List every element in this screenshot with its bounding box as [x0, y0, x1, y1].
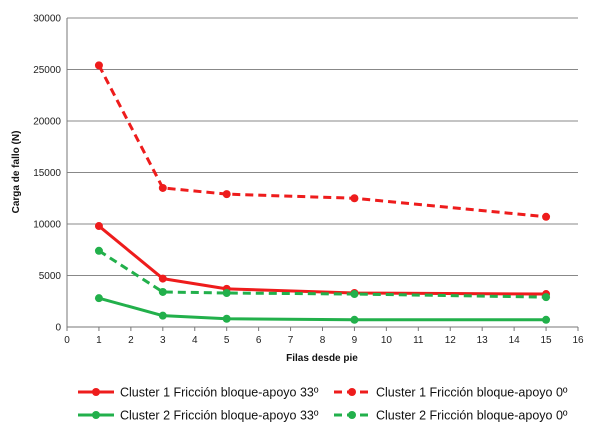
x-tick-label: 8	[320, 335, 326, 346]
x-tick-label: 14	[509, 335, 521, 346]
x-tick-label: 5	[224, 335, 230, 346]
legend-label: Cluster 1 Fricción bloque-apoyo 0º	[376, 386, 568, 400]
data-point	[158, 287, 167, 296]
series-4	[94, 246, 551, 302]
gridlines	[67, 17, 578, 276]
y-tick-label: 10000	[33, 220, 61, 231]
data-point	[158, 311, 167, 320]
legend-label: Cluster 2 Fricción bloque-apoyo 33º	[120, 409, 319, 423]
data-point	[350, 194, 359, 203]
x-tick-label: 12	[445, 335, 457, 346]
series-line	[97, 224, 547, 296]
data-point	[94, 246, 103, 255]
series-line	[98, 249, 547, 299]
x-tick-label: 16	[572, 335, 584, 346]
y-tick-label: 30000	[33, 14, 61, 25]
x-tick-label: 7	[288, 335, 294, 346]
series-3	[94, 294, 551, 324]
axes	[66, 18, 579, 331]
series-2	[94, 61, 551, 221]
legend-entry: Cluster 1 Fricción bloque-apoyo 33º	[78, 386, 319, 400]
legend-entry: Cluster 1 Fricción bloque-apoyo 0º	[334, 386, 568, 400]
data-point	[350, 315, 359, 324]
data-point	[94, 222, 103, 231]
data-point	[350, 290, 359, 299]
data-point	[158, 183, 167, 192]
x-tick-label: 11	[413, 335, 424, 346]
legend-marker	[348, 388, 356, 396]
legend-entry: Cluster 2 Fricción bloque-apoyo 0º	[334, 409, 568, 423]
y-tick-label: 0	[55, 323, 61, 334]
x-tick-label: 3	[160, 335, 166, 346]
x-tick-label: 4	[192, 335, 198, 346]
data-point	[94, 294, 103, 303]
data-point	[542, 315, 551, 324]
series-line	[97, 64, 547, 219]
data-point	[542, 212, 551, 221]
y-axis-label: Carga de fallo (N)	[11, 131, 22, 214]
legend-label: Cluster 1 Fricción bloque-apoyo 33º	[120, 386, 319, 400]
legend-entry: Cluster 2 Fricción bloque-apoyo 33º	[78, 409, 319, 423]
series-lines	[94, 61, 551, 324]
x-tick-label: 9	[352, 335, 358, 346]
x-tick-label: 2	[128, 335, 134, 346]
y-tick-label: 20000	[33, 117, 61, 128]
x-tick-label: 6	[256, 335, 262, 346]
data-point	[222, 314, 231, 323]
x-tick-label: 0	[64, 335, 70, 346]
data-point	[542, 293, 551, 302]
data-point	[222, 190, 231, 199]
series-1	[94, 222, 551, 299]
y-tick-label: 5000	[39, 271, 62, 282]
x-axis-label: Filas desde pie	[286, 353, 358, 364]
data-point	[158, 274, 167, 283]
x-tick-label: 15	[541, 335, 553, 346]
legend-marker	[348, 411, 356, 419]
x-tick-label: 1	[96, 335, 102, 346]
x-tick-label: 10	[381, 335, 393, 346]
legend-marker	[92, 388, 100, 396]
y-tick-label: 15000	[33, 168, 61, 179]
x-tick-label: 13	[477, 335, 489, 346]
legend: Cluster 1 Fricción bloque-apoyo 33º Clust…	[78, 386, 568, 423]
data-point	[94, 61, 103, 70]
y-tick-label: 25000	[33, 65, 61, 76]
data-point	[222, 289, 231, 298]
legend-label: Cluster 2 Fricción bloque-apoyo 0º	[376, 409, 568, 423]
legend-marker	[92, 411, 100, 419]
